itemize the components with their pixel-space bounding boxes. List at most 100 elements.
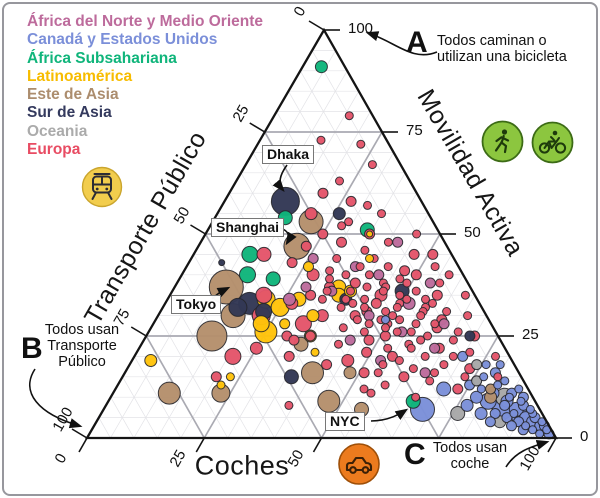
data-bubble (356, 139, 366, 149)
data-bubble (366, 230, 374, 238)
data-bubble (316, 135, 326, 145)
data-bubble (284, 400, 294, 410)
data-bubble (346, 286, 355, 296)
data-bubble (358, 367, 370, 379)
data-bubble (383, 343, 393, 353)
data-bubble (210, 371, 222, 383)
data-bubble (317, 294, 327, 304)
legend-item: Oceania (27, 122, 88, 140)
data-bubble (352, 315, 362, 325)
data-bubble (442, 307, 452, 316)
annotation-a-line1: Todos caminan o (437, 33, 547, 49)
data-bubble (395, 315, 405, 325)
data-bubble (448, 351, 458, 361)
annotation-letter-a: A (406, 26, 428, 59)
data-bubble (300, 240, 312, 252)
data-bubble (370, 297, 382, 309)
data-bubble (416, 311, 426, 321)
data-bubble (325, 266, 335, 276)
data-bubble (255, 286, 273, 304)
data-bubble (337, 221, 347, 231)
legend: África del Norte y Medio Oriente Canadá y… (27, 13, 263, 159)
data-bubble (423, 331, 433, 341)
data-bubble (345, 195, 357, 207)
data-bubble (157, 381, 181, 405)
data-bubble (325, 274, 334, 284)
data-bubble (286, 257, 298, 269)
data-bubble (303, 261, 314, 273)
data-bubble (504, 392, 514, 402)
data-bubble (450, 406, 466, 421)
data-bubbles (144, 60, 555, 440)
data-bubble (305, 289, 317, 301)
data-bubble (314, 60, 328, 74)
annotation-text-c: Todos usan coche (428, 440, 512, 472)
data-bubble (360, 245, 370, 255)
data-bubble (471, 375, 483, 387)
data-bubble (412, 229, 422, 239)
data-bubble (283, 292, 296, 306)
data-bubble (360, 294, 370, 304)
data-bubble (377, 209, 386, 219)
data-bubble (481, 360, 491, 370)
city-label-nyc: NYC (325, 412, 365, 431)
data-bubble (283, 350, 295, 362)
annotation-c-line1: Todos usan (432, 440, 508, 456)
data-bubble (256, 246, 272, 262)
data-bubble (321, 359, 333, 371)
data-bubble (359, 327, 369, 337)
data-bubble (144, 354, 158, 367)
data-bubble (479, 372, 489, 382)
data-bubble (525, 404, 535, 414)
data-bubble (406, 343, 416, 353)
data-bubble (310, 347, 320, 357)
data-bubble (514, 384, 524, 394)
data-bubble (283, 369, 299, 385)
car-icon (338, 443, 380, 485)
data-bubble (484, 416, 496, 428)
data-bubble (378, 286, 388, 296)
data-bubble (344, 111, 354, 121)
data-bubble (431, 289, 443, 301)
annotation-text-a: Todos caminan o utilizan una bicicleta (437, 33, 587, 65)
data-bubble (444, 270, 454, 280)
annotation-b-line2: Transporte (47, 338, 117, 355)
axis-tick-label: 75 (406, 122, 423, 139)
data-bubble (411, 319, 421, 329)
axis-title-cars: Coches (194, 450, 290, 481)
data-bubble (252, 315, 270, 333)
data-bubble (196, 320, 228, 352)
data-bubble (341, 294, 351, 304)
data-bubble (364, 270, 374, 280)
annotation-b-line3: Público (58, 354, 106, 371)
data-bubble (317, 187, 329, 199)
data-bubble (509, 409, 519, 418)
data-bubble (500, 376, 510, 386)
walking-icon (481, 120, 524, 163)
data-bubble (378, 360, 388, 370)
data-bubble (411, 392, 421, 402)
axis-tick-label: 25 (522, 326, 539, 343)
data-bubble (224, 347, 242, 365)
data-bubble (399, 265, 411, 277)
data-bubble (470, 390, 483, 404)
data-bubble (452, 383, 464, 395)
data-bubble (335, 176, 344, 186)
data-bubble (427, 248, 439, 260)
data-bubble (491, 351, 500, 361)
data-bubble (495, 360, 505, 370)
data-bubble (392, 327, 402, 337)
data-bubble (430, 319, 440, 329)
data-bubble (341, 270, 351, 280)
data-bubble (388, 311, 398, 321)
data-bubble (218, 259, 226, 267)
annotation-letter-b: B (21, 332, 43, 365)
data-bubble (361, 346, 373, 358)
data-bubble (300, 281, 312, 293)
arrow-a (365, 31, 438, 56)
data-bubble (430, 262, 440, 272)
data-bubble (265, 271, 281, 287)
